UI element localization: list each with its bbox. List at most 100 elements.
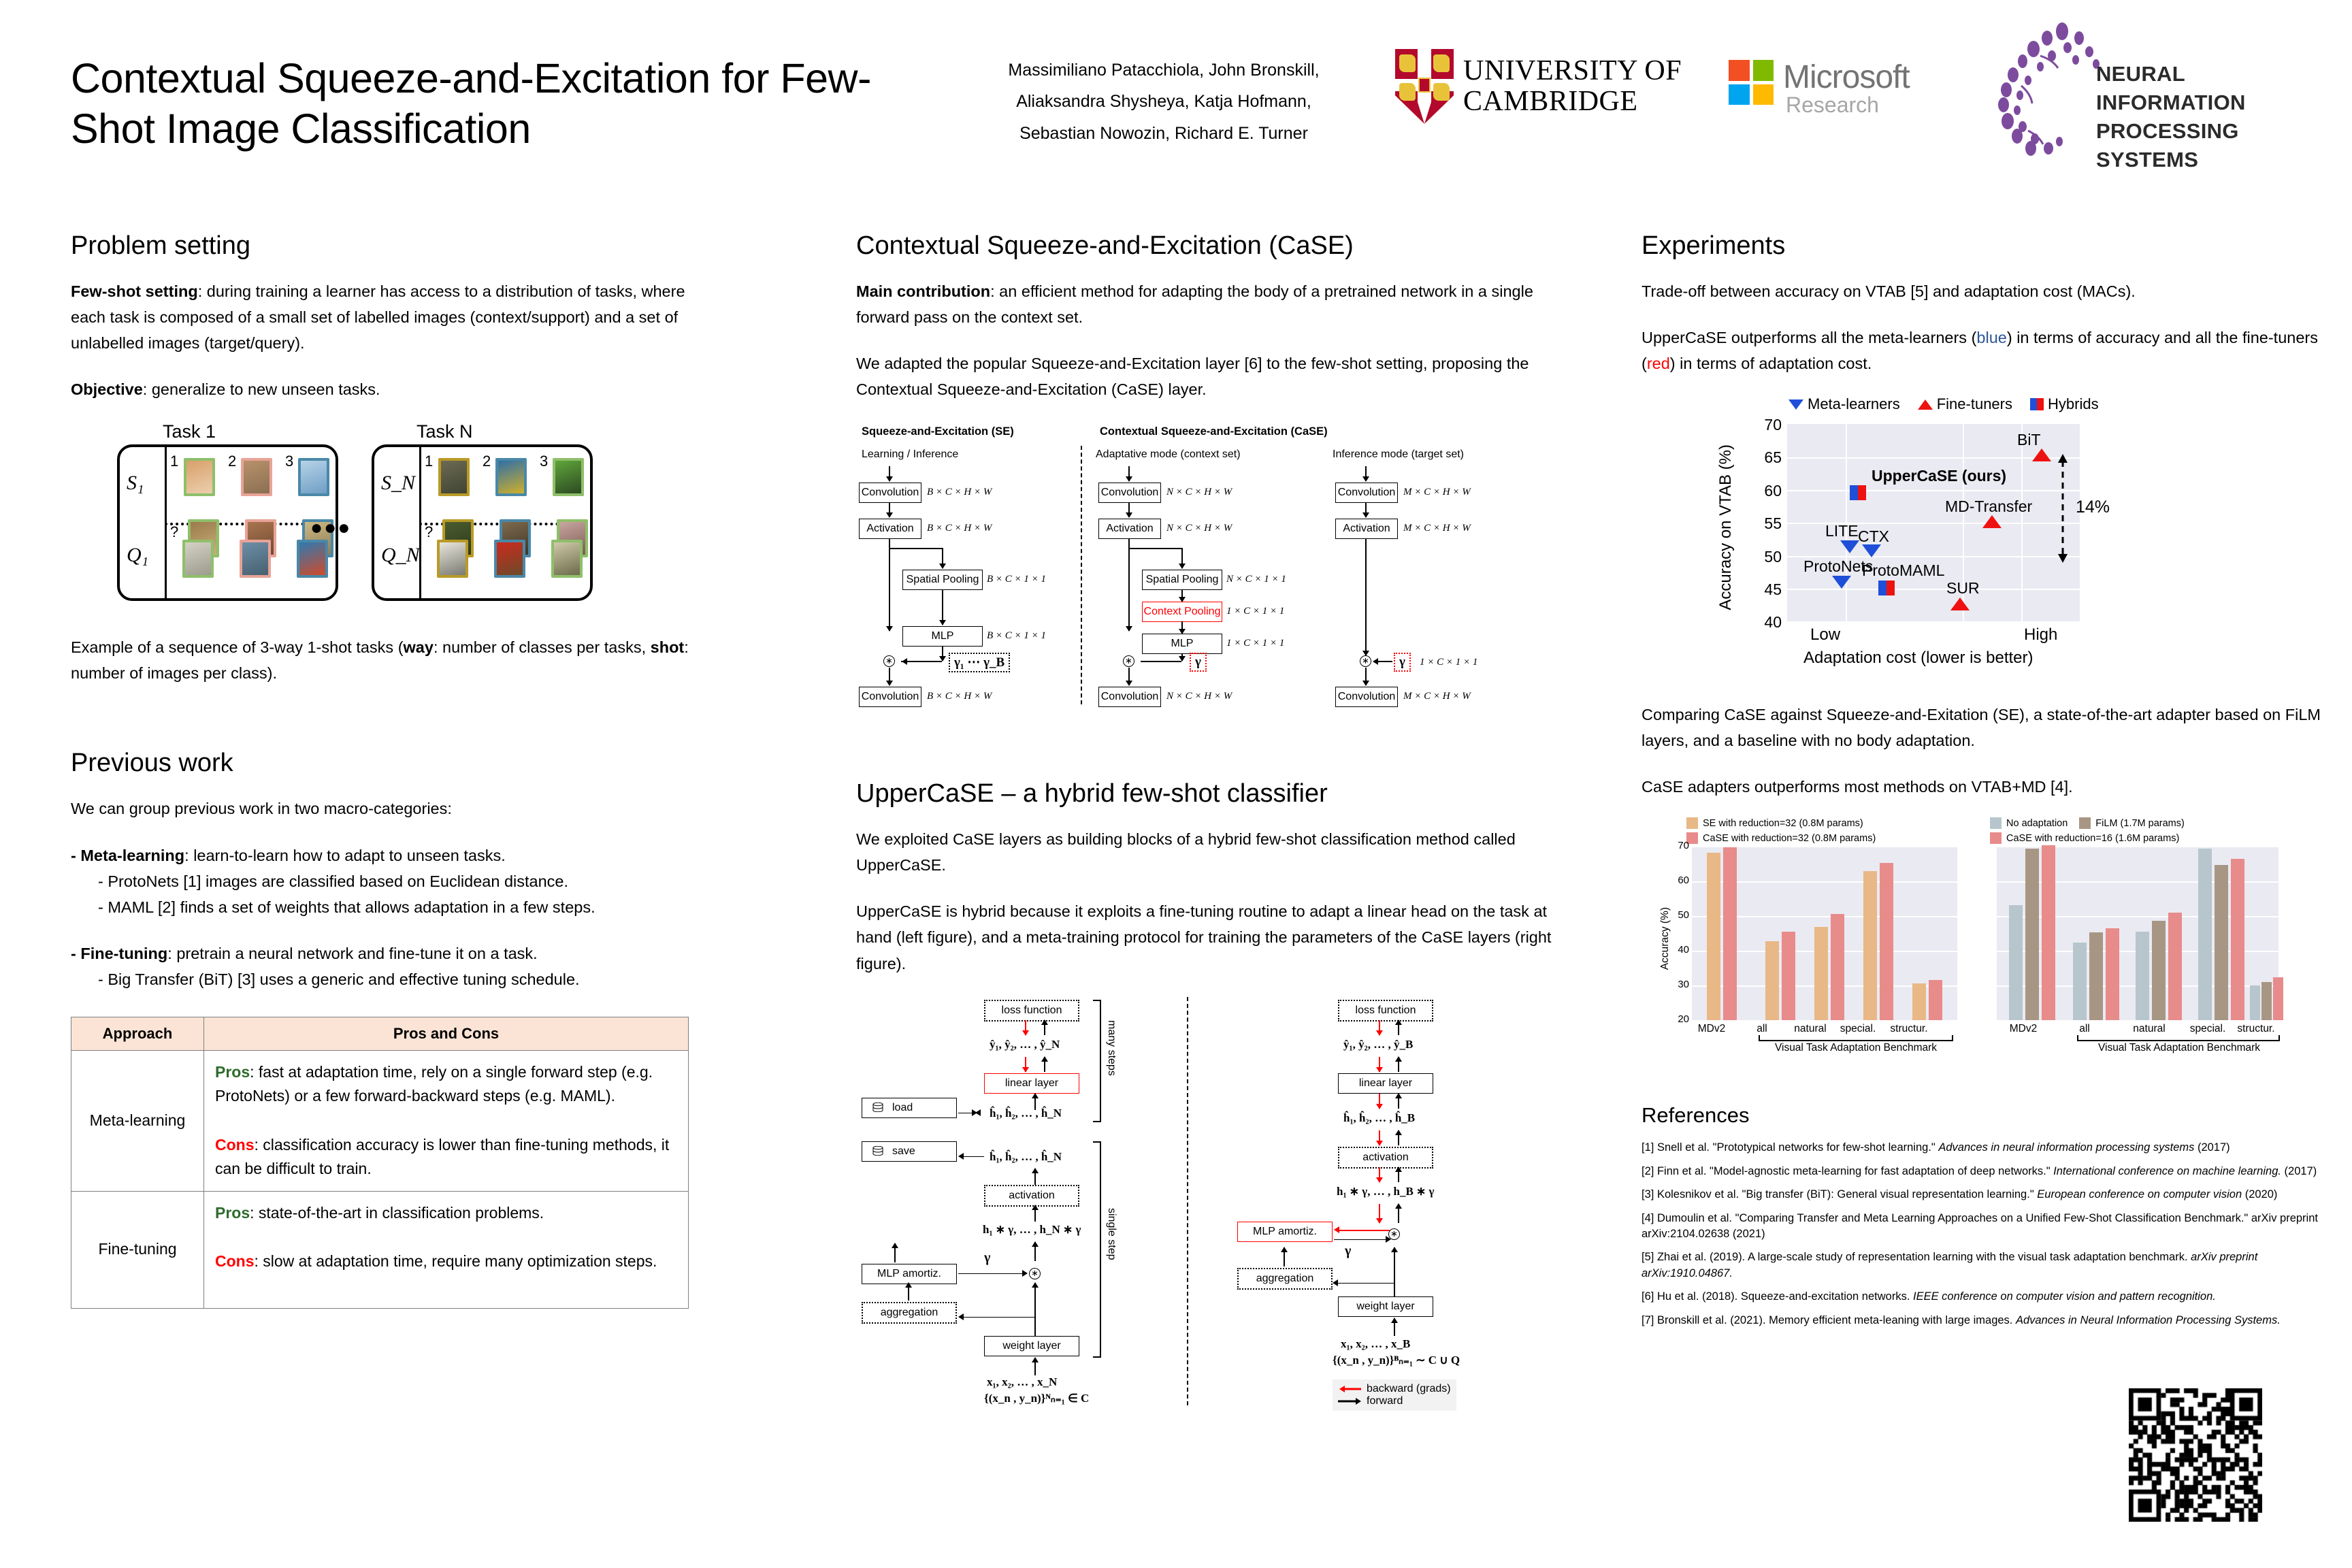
column-right: Experiments Trade-off between accuracy o…	[1642, 231, 2322, 1336]
scatter-ytick-55: 55	[1764, 514, 1782, 533]
experiments-p2-a: UpperCaSE outperforms all the meta-learn…	[1642, 329, 1977, 347]
cambridge-crest-icon	[1395, 49, 1454, 124]
se-multiply-op: ∗	[883, 655, 895, 668]
se-mode-label: Learning / Inference	[862, 448, 959, 461]
neurips-line-1: NEURAL INFORMATION	[2096, 62, 2246, 114]
fine-tuning-bullet: - Fine-tuning: pretrain a neural network…	[71, 941, 710, 966]
inf-conv1-dims: M × C × H × W	[1403, 487, 1471, 498]
ref-6-text: Hu et al. (2018). Squeeze-and-excitation…	[1656, 1290, 1913, 1303]
query-set-1-label: Q₁	[127, 544, 149, 567]
se-conv2-node: Convolution	[859, 687, 921, 708]
experiments-p3: Comparing CaSE against Squeeze-and-Exita…	[1642, 706, 2321, 750]
query-thumb-bird-b	[297, 540, 328, 578]
uppercase-diagram-divider	[1187, 996, 1188, 1405]
neurips-line-2: PROCESSING SYSTEMS	[2096, 118, 2239, 172]
uppercase-heading: UpperCaSE – a hybrid few-shot classifier	[856, 779, 1328, 808]
bar-case-mdv2-2	[2042, 845, 2055, 1021]
column-middle: Contextual Squeeze-and-Excitation (CaSE)…	[856, 231, 1564, 1419]
bc1-ytick-30: 30	[1678, 979, 1689, 991]
pros-text-meta: : fast at adaptation time, rely on a sin…	[215, 1062, 653, 1105]
left-linear-layer-node: linear layer	[984, 1073, 1079, 1094]
point-label-bit: BiT	[2017, 431, 2041, 449]
left-multiply-op: ∗	[1029, 1267, 1041, 1279]
case-inference-mode-label: Inference mode (target set)	[1333, 448, 1464, 461]
left-activation-node: activation	[984, 1184, 1079, 1207]
left-mlp-amortiz-node: MLP amortiz.	[862, 1263, 957, 1284]
left-save-node: save	[862, 1141, 957, 1162]
se-conv2-dims: B × C × H × W	[927, 691, 992, 702]
class-number-2: 2	[228, 453, 237, 470]
database-icon	[872, 1102, 883, 1112]
bc2-legend-label-noadapt: No adaptation	[2006, 817, 2068, 829]
main-contribution-paragraph: Main contribution: an efficient method f…	[856, 278, 1564, 330]
ref-7-num: [7]	[1642, 1313, 1654, 1326]
scatter-ylabel: Accuracy on VTAB (%)	[1716, 444, 1735, 610]
scatter-ytick-50: 50	[1764, 548, 1782, 566]
inf-gamma-dims: 1 × C × 1 × 1	[1420, 657, 1478, 668]
microsoft-squares-icon	[1729, 60, 1774, 105]
left-x-label: x₁, x₂, … , x_N	[987, 1375, 1058, 1388]
microsoft-research-logo: Microsoft Research	[1729, 53, 1953, 125]
case-spatial-dims: N × C × 1 × 1	[1226, 574, 1286, 585]
right-hgamma-label: h₁ ∗ γ, … , h_B ∗ γ	[1337, 1184, 1435, 1198]
arrow-legend: backward (grads) forward	[1333, 1379, 1456, 1411]
pros-cons-table: Approach Pros and Cons Meta-learning Pro…	[71, 1016, 689, 1309]
case-activation-node: Activation	[1098, 519, 1161, 540]
ref-2-text: Finn et al. "Model-agnostic meta-learnin…	[1656, 1164, 2054, 1177]
inf-conv2-node: Convolution	[1335, 687, 1398, 708]
bar-noadapt-special	[2198, 848, 2212, 1021]
ref-4-num: [4]	[1642, 1211, 1654, 1224]
table-header-row: Approach Pros and Cons	[71, 1016, 689, 1051]
case-mlp-node: MLP	[1142, 634, 1222, 655]
bar-se-all	[1765, 941, 1779, 1021]
bc1-ytick-40: 40	[1678, 944, 1689, 956]
left-hhat-save-label: ĥ₁, ĥ₂, … , ĥ_N	[990, 1149, 1062, 1163]
table-row: Fine-tuning Pros: state-of-the-art in cl…	[71, 1191, 689, 1309]
bar-se-structur	[1912, 983, 1926, 1021]
backward-arrow-icon	[1339, 1385, 1361, 1392]
experiments-p2: UpperCaSE outperforms all the meta-learn…	[1642, 325, 2322, 376]
case-gamma-box: γ	[1190, 653, 1207, 672]
uppercase-p2: UpperCaSE is hybrid because it exploits …	[856, 902, 1552, 973]
inf-gamma-box: γ	[1394, 653, 1411, 672]
bc2-vtab-brace	[2077, 1035, 2280, 1042]
cambridge-line-1: UNIVERSITY OF	[1463, 54, 1682, 86]
bc2-legend: No adaptation FiLM (1.7M params) CaSE wi…	[1990, 817, 2276, 847]
bc1-legend-label-se: SE with reduction=32 (0.8M params)	[1703, 817, 1863, 829]
left-gamma-label: γ	[984, 1250, 991, 1265]
experiments-p2-b: ) in terms of accuracy and all the fine-…	[1642, 329, 2318, 373]
bc1-plot-area	[1692, 846, 1957, 1021]
legend-finetuner-label: Fine-tuners	[1936, 395, 2012, 413]
reference-item: [6] Hu et al. (2018). Squeeze-and-excita…	[1642, 1289, 2322, 1305]
neurips-swirl-icon	[1998, 22, 2100, 156]
scatter-ytick-70: 70	[1764, 416, 1782, 434]
bc2-xtick-special: special.	[2189, 1023, 2226, 1035]
class-number-1: 1	[170, 453, 179, 470]
bit-bullet: - Big Transfer (BiT) [3] uses a generic …	[98, 970, 580, 988]
bc1-xtick-all: all	[1757, 1023, 1767, 1035]
forward-arrow-icon	[1338, 1397, 1361, 1405]
se-conv1-node: Convolution	[859, 483, 921, 504]
microsoft-wordmark: Microsoft	[1783, 59, 1910, 95]
ref-3-num: [3]	[1642, 1188, 1654, 1201]
case-conv1-dims: N × C × H × W	[1166, 487, 1232, 498]
many-steps-label: many steps	[1106, 1019, 1117, 1076]
pros-label-fine: Pros	[215, 1204, 250, 1222]
queryN-thumb-monkey-b	[437, 540, 468, 578]
query-thumb-dog-b	[182, 540, 214, 578]
bar-film-mdv2	[2025, 848, 2039, 1021]
author-line-1: Massimiliano Patacchiola, John Bronskill…	[1008, 61, 1320, 80]
scatter-ytick-40: 40	[1764, 613, 1782, 632]
ref-1-num: [1]	[1642, 1141, 1654, 1154]
reference-item: [2] Finn et al. "Model-agnostic meta-lea…	[1642, 1164, 2322, 1179]
author-line-2: Aliaksandra Shysheya, Katja Hofmann,	[1016, 92, 1311, 112]
point-label-protonets: ProtoNets	[1803, 557, 1874, 576]
scatter-plot-area: BiT MD-Transfer SUR UpperCaSE (ours) LIT…	[1787, 424, 2110, 622]
previous-work-heading: Previous work	[71, 749, 233, 778]
experiments-p4: CaSE adapters outperforms most methods o…	[1642, 778, 2073, 796]
left-hhat-load-label: ĥ₁, ĥ₂, … , ĥ_N	[990, 1106, 1062, 1120]
se-activation-node: Activation	[859, 519, 921, 540]
bar-film-all	[2089, 932, 2103, 1021]
qr-code[interactable]	[2129, 1388, 2262, 1522]
queryN-unknown-label: ?	[425, 523, 434, 541]
